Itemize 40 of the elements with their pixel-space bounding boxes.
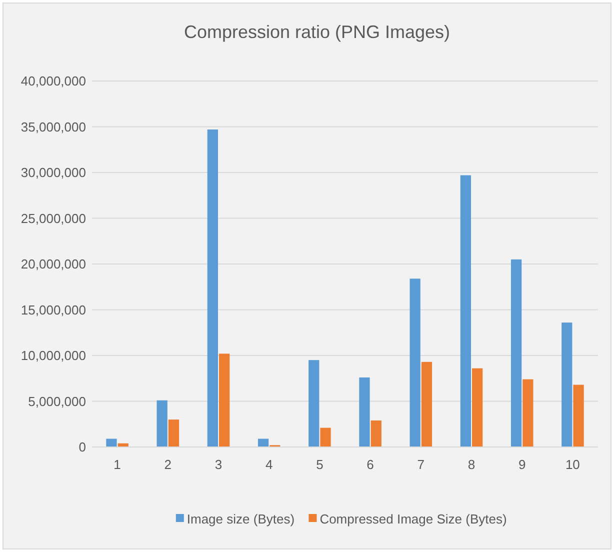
bar — [573, 384, 584, 447]
x-tick-label: 1 — [114, 457, 121, 472]
bar — [219, 354, 230, 447]
y-tick-label: 30,000,000 — [20, 165, 86, 180]
x-tick-label: 4 — [265, 457, 273, 472]
bar — [156, 400, 168, 447]
bar — [207, 129, 218, 447]
y-tick-label: 40,000,000 — [20, 74, 86, 89]
x-tick-label: 10 — [565, 457, 580, 472]
bar — [522, 379, 534, 447]
legend-label: Image size (Bytes) — [186, 512, 295, 527]
x-tick-label: 8 — [468, 457, 476, 472]
chart-title: Compression ratio (PNG Images) — [184, 22, 450, 42]
bar — [370, 420, 382, 447]
x-tick-label: 3 — [214, 457, 222, 472]
x-tick-label: 7 — [417, 457, 425, 472]
y-tick-label: 10,000,000 — [20, 348, 86, 364]
bar — [168, 420, 180, 447]
bar — [562, 322, 572, 447]
x-tick-label: 2 — [164, 457, 172, 472]
bar — [258, 438, 269, 447]
y-tick-label: 5,000,000 — [28, 394, 86, 409]
legend-label: Compressed Image Size (Bytes) — [320, 512, 507, 527]
x-tick-label: 6 — [366, 457, 374, 472]
bar — [460, 175, 471, 447]
y-tick-label: 25,000,000 — [20, 210, 86, 226]
bar — [510, 259, 522, 447]
bar — [472, 368, 483, 447]
y-tick-label: 0 — [78, 440, 86, 455]
bar — [359, 377, 370, 447]
bar — [106, 438, 117, 447]
bar — [410, 278, 420, 447]
x-tick-label: 9 — [518, 457, 526, 472]
bar — [308, 360, 320, 447]
y-tick-label: 20,000,000 — [20, 256, 86, 272]
x-tick-label: 5 — [316, 457, 324, 472]
bar — [421, 362, 432, 447]
y-tick-label: 15,000,000 — [20, 302, 86, 318]
y-tick-label: 35,000,000 — [20, 119, 86, 134]
bar — [320, 428, 331, 447]
